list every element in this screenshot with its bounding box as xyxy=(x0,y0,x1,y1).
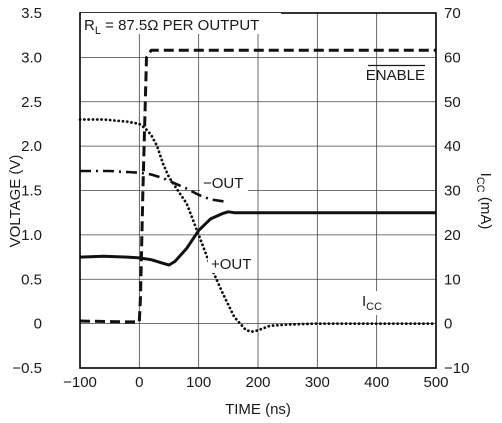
series-layer xyxy=(78,48,438,334)
y-axis-left-label: VOLTAGE (V) xyxy=(7,155,24,248)
y-left-tick-label: −0.5 xyxy=(12,360,42,377)
x-tick-label: −100 xyxy=(63,374,97,391)
series-line-plus-out xyxy=(79,210,436,267)
minus-out-label-bg xyxy=(200,172,248,192)
y-right-tick-label: 40 xyxy=(444,138,461,155)
y-right-tick-label: 50 xyxy=(444,94,461,111)
y-axis-right-label: ICC (mA) xyxy=(474,173,494,230)
x-tick-label: 300 xyxy=(305,374,330,391)
y-right-tick-label: 60 xyxy=(444,49,461,66)
y-left-tick-label: 1.5 xyxy=(21,183,42,200)
y-right-tick-label: 20 xyxy=(444,227,461,244)
series-line-minus-out xyxy=(80,169,229,204)
plus-out-label-bg xyxy=(208,253,256,273)
load-annotation-bg xyxy=(81,13,281,34)
grid xyxy=(80,13,436,368)
y-left-tick-label: 1.0 xyxy=(21,227,42,244)
y-right-tick-label: 10 xyxy=(444,271,461,288)
y-left-tick-label: 0 xyxy=(34,316,42,333)
icc-label: ICC xyxy=(362,293,382,313)
series-line-icc xyxy=(78,118,438,334)
x-tick-label: 500 xyxy=(423,374,448,391)
load-annotation: RL = 87.5Ω PER OUTPUT xyxy=(84,17,259,37)
y-right-tick-label: −10 xyxy=(444,360,469,377)
minus-out-label: −OUT xyxy=(203,175,243,192)
plus-out-label: +OUT xyxy=(211,256,251,273)
y-left-tick-label: 0.5 xyxy=(21,271,42,288)
x-tick-label: 0 xyxy=(135,374,143,391)
y-right-tick-label: 0 xyxy=(444,316,452,333)
enable-label: ENABLE xyxy=(366,67,425,84)
y-left-tick-label: 3.0 xyxy=(21,49,42,66)
y-left-tick-label: 2.5 xyxy=(21,94,42,111)
x-tick-label: 100 xyxy=(186,374,211,391)
x-tick-label: 200 xyxy=(245,374,270,391)
x-axis-label: TIME (ns) xyxy=(225,401,291,418)
tick-labels: −100 0 100 200 300 400 500−0.500.51.01.52.02.5… xyxy=(12,5,469,391)
y-left-tick-label: 2.0 xyxy=(21,138,42,155)
y-right-tick-label: 30 xyxy=(444,183,461,200)
icc-label-bg xyxy=(358,291,388,315)
y-left-tick-label: 3.5 xyxy=(21,5,42,22)
series-line-enable xyxy=(79,48,436,324)
x-tick-label: 400 xyxy=(364,374,389,391)
y-right-tick-label: 70 xyxy=(444,5,461,22)
